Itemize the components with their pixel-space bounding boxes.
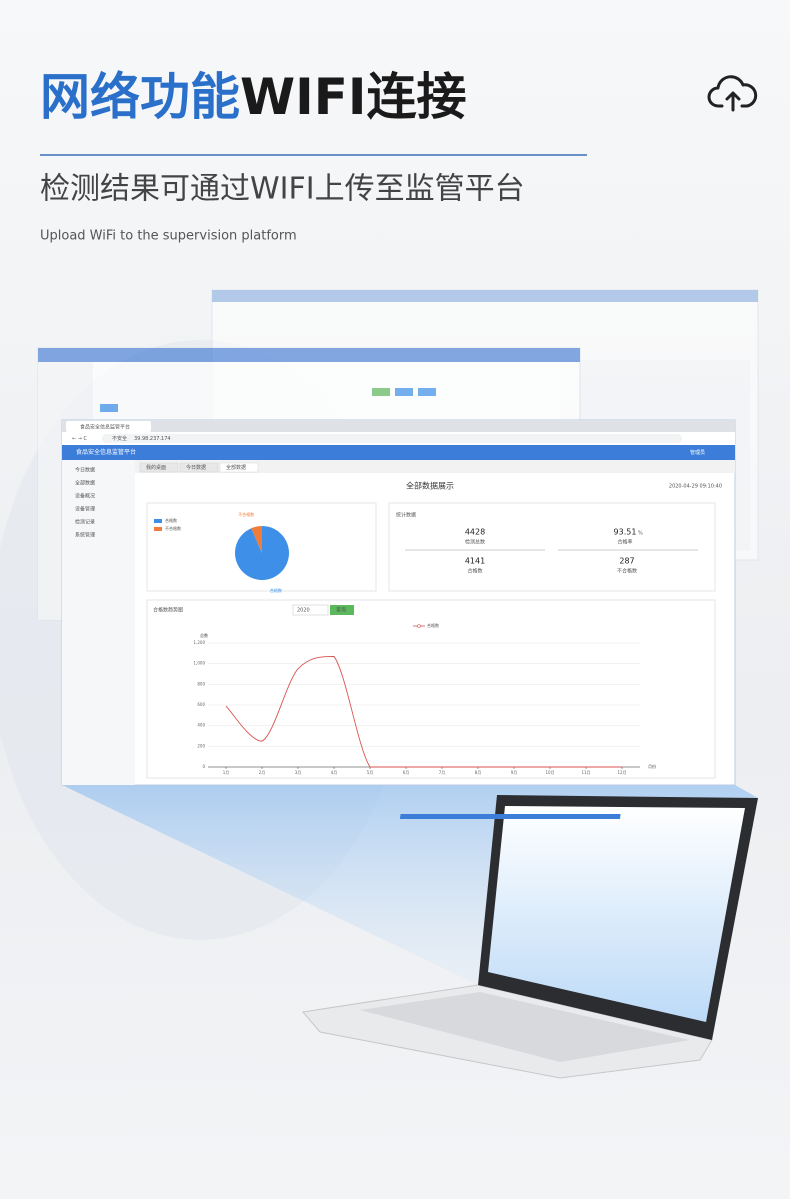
x-tick-label: 9月 [511, 770, 518, 775]
app-name: 食品安全信息监管平台 [76, 448, 136, 456]
legend-swatch [154, 527, 162, 531]
page-title: 全部数据展示 [406, 481, 454, 491]
query-label: 查询 [336, 607, 346, 614]
stat-label: 合格率 [617, 539, 632, 546]
address: 39.98.237.174 [134, 436, 171, 442]
stat-value: 287 [619, 557, 634, 566]
nav-buttons: ← → C [72, 436, 88, 442]
x-tick-label: 2月 [259, 770, 266, 775]
title: 网络功能WIFI连接 [40, 68, 467, 126]
stats-title: 统计数据 [396, 512, 416, 519]
stat-value: 93.51 [614, 528, 637, 537]
stats-panel [388, 502, 716, 592]
pie-slice [251, 526, 262, 553]
laptop-app-header [399, 814, 621, 819]
y-tick-label: 600 [197, 702, 205, 707]
page-tab-label: 我的桌面 [146, 464, 166, 471]
user-name[interactable]: 管理员 [690, 449, 705, 456]
page-tab-label: 全部数据 [226, 464, 246, 471]
slice-label: 不合格数 [238, 511, 254, 517]
stat-label: 不合格数 [617, 568, 637, 575]
stat-label: 合格数 [467, 568, 482, 575]
legend-label: 合格数 [427, 622, 439, 628]
x-tick-label: 1月 [223, 770, 230, 775]
stat-value: 4141 [465, 557, 485, 566]
x-tick-label: 7月 [439, 770, 446, 775]
y-tick-label: 800 [197, 681, 205, 686]
y-tick-label: 1,000 [194, 661, 206, 666]
line-title: 合格数趋势图 [153, 607, 183, 614]
year-input[interactable] [292, 604, 329, 616]
legend-marker [417, 624, 421, 628]
legend-swatch [154, 519, 162, 523]
x-tick-label: 3月 [295, 770, 302, 775]
title-highlight: 网络功能 [40, 68, 240, 126]
page-tab[interactable] [139, 462, 179, 473]
stat-unit: % [638, 531, 643, 537]
line-series [225, 655, 622, 768]
x-tick-label: 10月 [545, 770, 554, 775]
legend-label: 合格数 [165, 517, 177, 523]
subtitle: 检测结果可通过WIFI上传至监管平台 [40, 172, 525, 207]
timestamp: 2020-04-29 09:10:40 [669, 484, 722, 490]
x-tick-label: 4月 [331, 770, 338, 775]
year-value: 2020 [297, 608, 310, 614]
cloud-icon [707, 75, 758, 112]
y-tick-label: 400 [197, 723, 205, 728]
x-axis-label: 月份 [648, 763, 656, 769]
slice-label: 合格数 [270, 587, 282, 593]
keyboard [360, 992, 690, 1062]
y-tick-label: 200 [197, 743, 205, 748]
tab-strip [62, 420, 735, 432]
stat-value: 4428 [465, 528, 485, 537]
x-tick-label: 8月 [475, 770, 482, 775]
sidebar [62, 460, 135, 785]
x-tick-label: 12月 [617, 770, 626, 775]
y-axis-label: 总数 [200, 632, 208, 638]
page-tab[interactable] [219, 462, 259, 473]
menu-item[interactable]: 检测记录 [75, 519, 95, 526]
stat-label: 检测总数 [465, 539, 485, 546]
x-tick-label: 11月 [581, 770, 590, 775]
menu-item[interactable]: 系统管理 [75, 532, 95, 539]
security-label: 不安全 [112, 435, 127, 442]
page-tab[interactable] [179, 462, 219, 473]
pie-slice [235, 526, 290, 580]
laptop-screen [488, 806, 745, 1022]
browser-window: 食品安全信息监管平台 ← → C 不安全 39.98.237.174 食品安全信… [61, 419, 736, 786]
app-header [62, 445, 735, 460]
title-rest: WIFI连接 [240, 68, 467, 126]
address-bar[interactable] [102, 434, 682, 443]
menu-item[interactable]: 今日数据 [75, 467, 95, 474]
legend-label: 不合格数 [165, 525, 181, 531]
menu-item[interactable]: 全部数据 [75, 480, 95, 487]
y-tick-label: 1,200 [194, 640, 206, 645]
subtitle-en: Upload WiFi to the supervision platform [40, 229, 297, 244]
x-tick-label: 5月 [367, 770, 374, 775]
query-button[interactable] [330, 605, 354, 615]
x-tick-label: 6月 [403, 770, 410, 775]
menu-item[interactable]: 设备概况 [75, 493, 95, 500]
laptop [302, 795, 758, 1079]
y-tick-label: 0 [202, 764, 205, 769]
tab-bar [135, 460, 735, 473]
browser-tab[interactable] [66, 421, 151, 432]
line-panel [146, 599, 716, 779]
page-tab-label: 今日数据 [186, 464, 206, 471]
browser-tab-title: 食品安全信息监管平台 [80, 424, 130, 431]
menu-item[interactable]: 设备管理 [75, 506, 95, 513]
